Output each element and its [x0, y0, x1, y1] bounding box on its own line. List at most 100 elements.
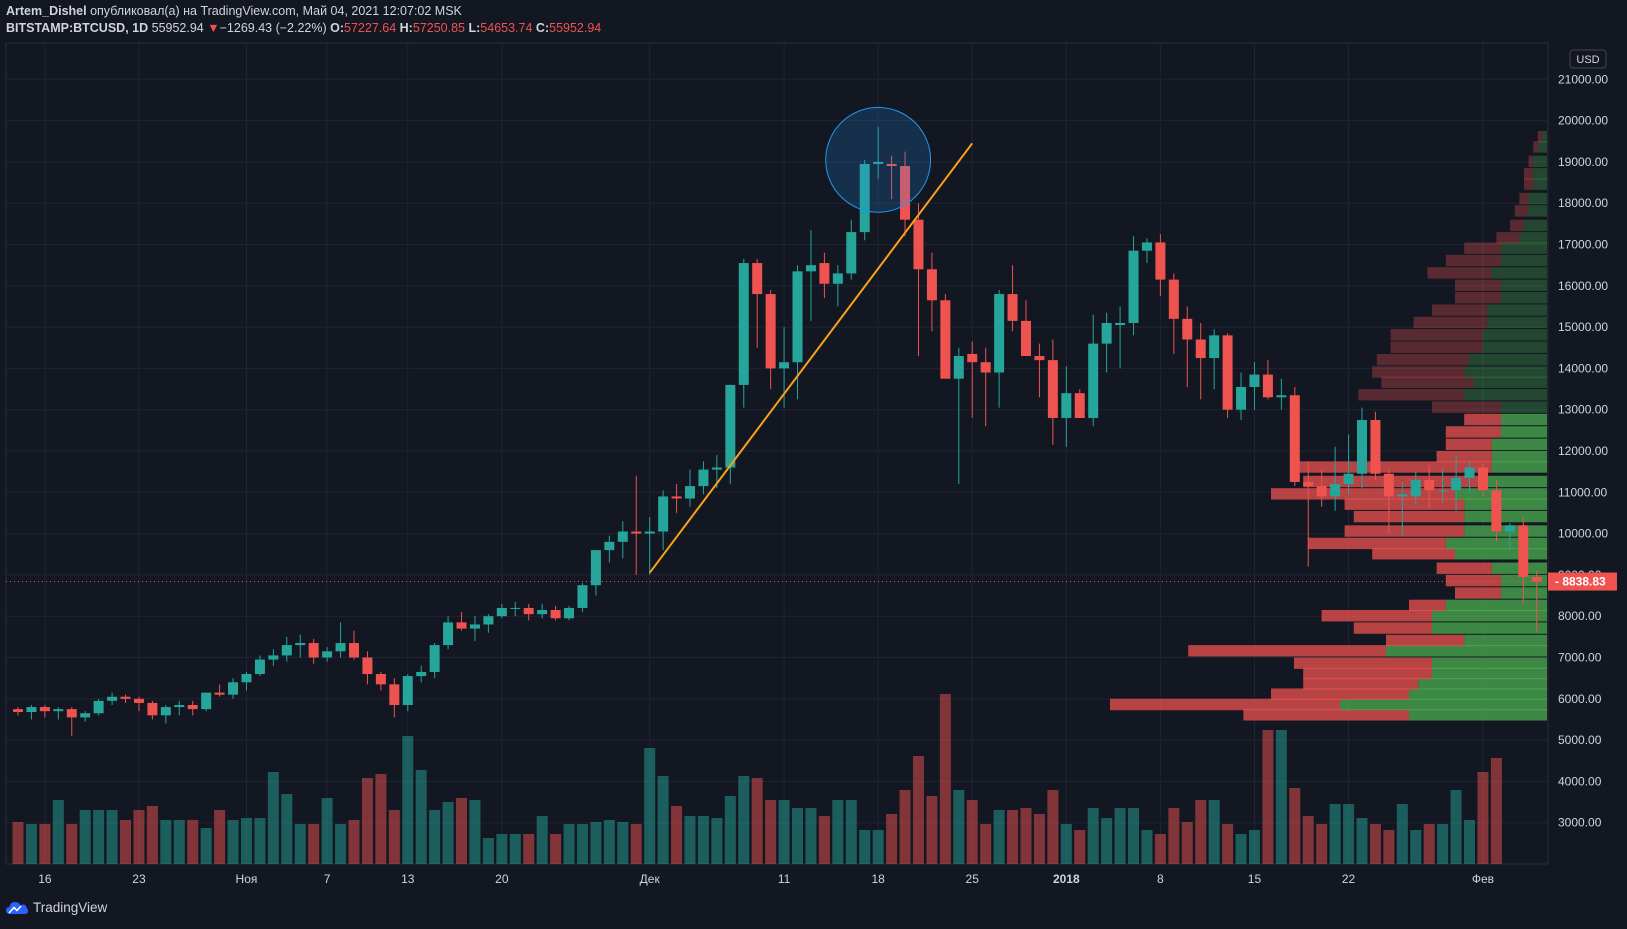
- volume-bar: [657, 776, 669, 864]
- highlight-circle: [825, 106, 932, 213]
- volume-bar: [120, 820, 132, 864]
- author-name[interactable]: Artem_Dishel: [6, 4, 87, 18]
- volume-profile-down-bar: [1496, 232, 1520, 244]
- volume-profile-down-bar: [1271, 688, 1409, 700]
- volume-profile-down-bar: [1298, 461, 1492, 473]
- last-price-marker: [1548, 572, 1617, 591]
- x-tick-label: 16: [38, 872, 52, 886]
- volume-bar: [1302, 816, 1314, 864]
- candle-body: [268, 655, 279, 660]
- volume-bar: [240, 818, 252, 864]
- candle-body: [1236, 386, 1247, 410]
- volume-profile-down-bar: [1464, 413, 1501, 426]
- volume-profile-up-bar: [1464, 510, 1547, 523]
- volume-profile-down-bar: [1390, 341, 1483, 353]
- volume-bar: [1074, 830, 1086, 864]
- volume-profile-up-bar: [1482, 341, 1547, 353]
- volume-profile-up-bar: [1445, 599, 1547, 612]
- candle-body: [39, 707, 50, 712]
- candle-body: [832, 273, 843, 284]
- volume-profile-down-bar: [1409, 599, 1446, 612]
- volume-bar: [1410, 830, 1422, 864]
- volume-profile-up-bar: [1501, 254, 1547, 267]
- volume-bar: [1477, 772, 1489, 864]
- volume-bar: [1047, 790, 1059, 864]
- tradingview-logo[interactable]: TradingView: [6, 900, 107, 915]
- candle-body: [886, 163, 897, 167]
- volume-profile-up-bar: [1386, 645, 1547, 657]
- volume-bar: [738, 776, 750, 864]
- volume-bar: [818, 816, 830, 864]
- volume-bar: [1154, 834, 1166, 864]
- volume-bar: [1289, 788, 1301, 864]
- volume-profile-up-bar: [1409, 688, 1547, 700]
- volume-bar: [39, 824, 51, 864]
- candle-body: [859, 163, 870, 233]
- volume-bar: [187, 820, 199, 864]
- candle-body: [1021, 320, 1031, 357]
- candle-body: [1437, 490, 1448, 492]
- volume-profile-up-bar: [1501, 587, 1547, 599]
- volume-bar: [1128, 808, 1140, 864]
- x-tick-label: 11: [778, 872, 791, 886]
- volume-profile-down-bar: [1353, 510, 1465, 523]
- volume-bar: [482, 838, 494, 864]
- candle-body: [900, 166, 911, 220]
- candle-body: [1262, 374, 1273, 398]
- volume-profile-up-bar: [1340, 698, 1547, 711]
- candle-body: [241, 674, 252, 683]
- volume-bar: [267, 772, 279, 864]
- candle-body: [1424, 479, 1435, 491]
- low-value: 54653.74: [480, 21, 533, 35]
- volume-profile-down-bar: [1381, 376, 1474, 389]
- candle-body: [120, 696, 131, 699]
- change-value: −1269.43 (−2.22%): [219, 21, 327, 35]
- candle-body: [281, 645, 292, 656]
- volume-bar: [294, 824, 306, 864]
- candle-body: [1343, 473, 1354, 485]
- volume-profile-up-bar: [1464, 389, 1547, 401]
- trendline: [648, 142, 974, 574]
- volume-bar: [509, 834, 521, 864]
- candle-body: [1357, 420, 1367, 474]
- candle-body: [590, 550, 601, 586]
- candle-body: [1330, 484, 1341, 497]
- volume-profile-down-bar: [1519, 192, 1529, 205]
- candle-body: [1249, 374, 1260, 387]
- candle-body: [1209, 335, 1220, 359]
- volume-bar: [52, 800, 64, 864]
- ohlc-legend: BITSTAMP:BTCUSD, 1D 55952.94 ▼−1269.43 (…: [6, 21, 601, 35]
- volume-bar: [617, 822, 629, 864]
- volume-bar: [697, 816, 709, 864]
- candle-body: [335, 643, 346, 652]
- volume-profile-down-bar: [1445, 438, 1492, 451]
- volume-bar: [644, 748, 656, 864]
- candle-body: [1101, 322, 1112, 344]
- volume-profile-down-bar: [1110, 698, 1340, 711]
- candle-body: [1088, 343, 1099, 418]
- volume-bar: [1007, 810, 1019, 864]
- candle-body: [107, 696, 118, 701]
- volume-bar: [388, 810, 400, 864]
- candle-body: [510, 607, 521, 609]
- x-tick-label: 18: [871, 872, 885, 886]
- volume-bar: [1262, 730, 1274, 864]
- y-tick-label: 15000.00: [1558, 320, 1608, 334]
- volume-bar: [321, 798, 333, 864]
- volume-profile-up-bar: [1445, 537, 1547, 550]
- volume-bar: [765, 800, 777, 864]
- volume-bar: [361, 778, 373, 864]
- candle-body: [469, 624, 480, 629]
- candle-body: [93, 700, 104, 714]
- volume-profile-down-bar: [1432, 401, 1501, 413]
- volume-bar: [1383, 830, 1395, 864]
- y-tick-label: 3000.00: [1558, 816, 1602, 830]
- volume-profile-up-bar: [1542, 130, 1547, 143]
- volume-bar: [173, 820, 185, 864]
- volume-profile-up-bar: [1487, 316, 1547, 329]
- volume-profile-down-bar: [1445, 574, 1501, 587]
- y-tick-label: 10000.00: [1558, 527, 1608, 541]
- volume-profile-up-bar: [1501, 401, 1547, 413]
- volume-profile-down-bar: [1321, 610, 1432, 622]
